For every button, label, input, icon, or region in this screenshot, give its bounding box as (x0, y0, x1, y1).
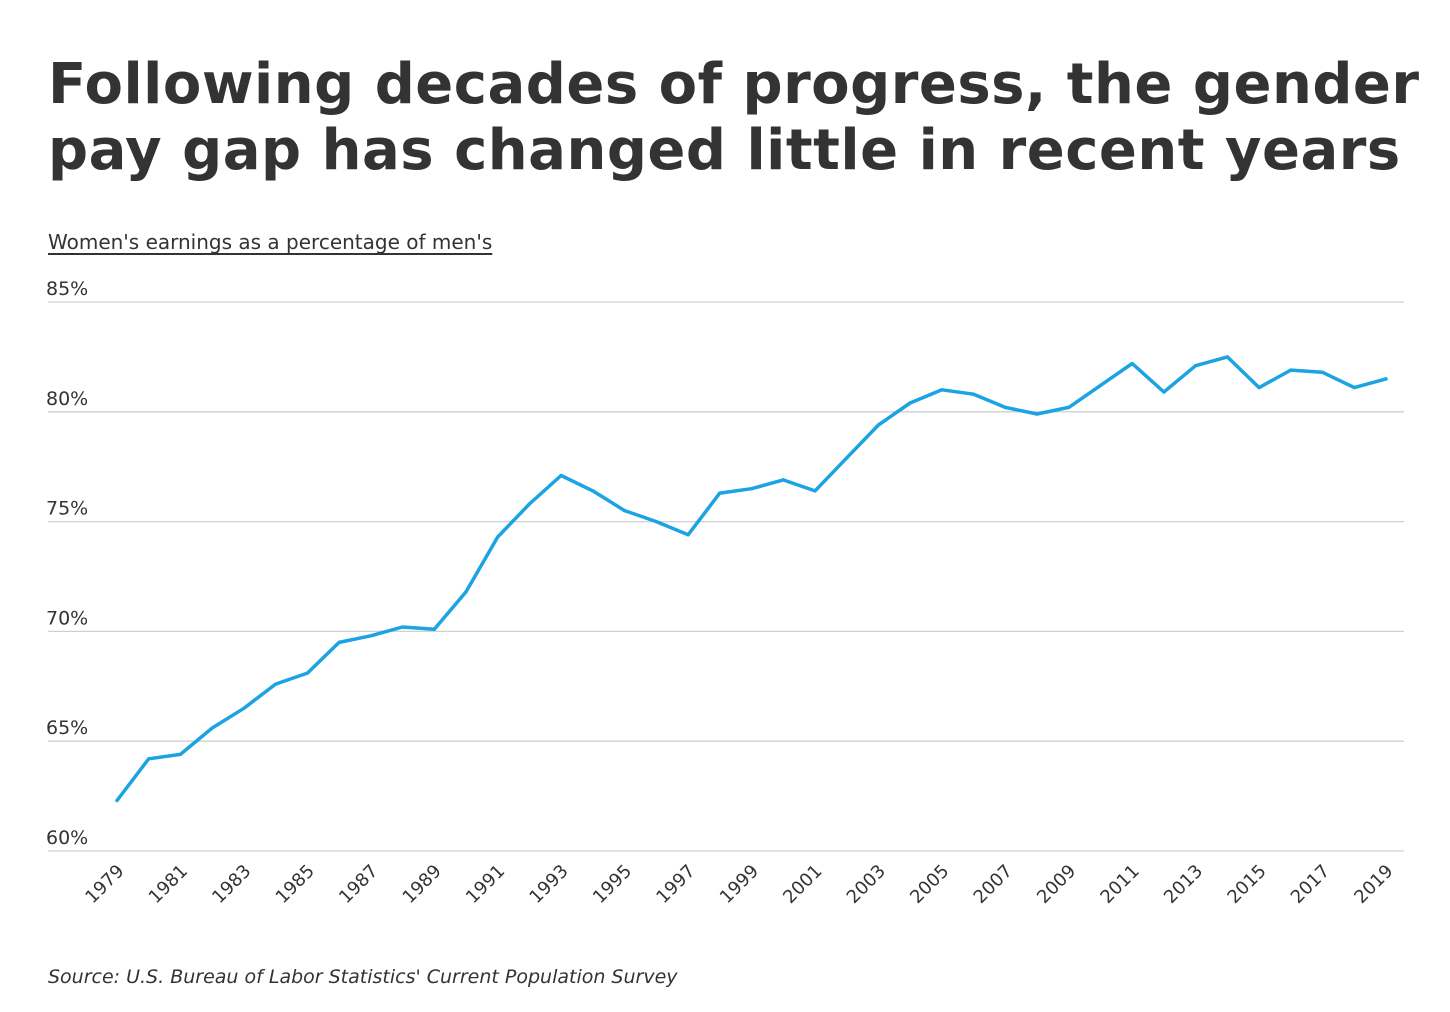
chart-title: Following decades of progress, the gende… (48, 52, 1420, 183)
y-tick-label: 70% (46, 607, 88, 629)
series-layer (115, 355, 1388, 803)
data-point-1981 (178, 752, 183, 756)
data-point-1995 (623, 509, 627, 513)
data-point-1996 (654, 520, 658, 524)
data-point-2010 (1098, 383, 1103, 388)
gridlines (48, 301, 1404, 852)
y-tick-label: 60% (46, 827, 88, 849)
x-tick-label: 1987 (335, 861, 382, 908)
data-point-2018 (1352, 386, 1356, 390)
data-point-2019 (1384, 377, 1388, 381)
data-point-1999 (749, 487, 754, 491)
x-tick-label: 2005 (906, 861, 953, 908)
data-point-1980 (147, 757, 151, 761)
data-point-1985 (305, 671, 309, 675)
data-point-1982 (210, 726, 214, 730)
y-tick-label: 75% (46, 498, 88, 520)
data-point-2000 (781, 478, 785, 482)
data-point-1984 (274, 682, 278, 686)
x-tick-label: 2001 (779, 861, 826, 908)
y-axis-ticks: 60% 65% 70% 75% 80% 85% (46, 278, 88, 849)
data-point-1988 (400, 625, 405, 629)
data-point-2005 (940, 388, 944, 392)
data-point-1987 (369, 634, 373, 638)
data-point-2002 (845, 456, 849, 460)
x-tick-label: 1993 (525, 861, 572, 908)
data-point-1990 (464, 590, 468, 594)
data-point-1979 (115, 798, 119, 803)
data-point-2007 (1003, 405, 1007, 410)
data-point-1993 (559, 473, 563, 478)
data-point-1997 (686, 533, 690, 537)
data-point-1994 (591, 489, 595, 493)
data-point-1983 (242, 706, 246, 710)
series-line-0 (115, 355, 1388, 803)
y-tick-label: 85% (46, 278, 88, 300)
data-point-1992 (527, 502, 532, 506)
data-point-2011 (1130, 361, 1134, 366)
data-point-1991 (496, 535, 500, 539)
x-tick-label: 2015 (1223, 861, 1270, 908)
data-point-2015 (1257, 386, 1261, 390)
x-tick-label: 2009 (1033, 861, 1080, 908)
data-point-1989 (432, 627, 436, 631)
x-tick-label: 1983 (208, 861, 255, 908)
x-tick-label: 2019 (1350, 861, 1397, 908)
data-point-2006 (971, 392, 976, 396)
data-point-2004 (908, 401, 912, 405)
data-point-1998 (718, 491, 722, 495)
x-tick-label: 2013 (1160, 861, 1207, 908)
data-point-2001 (813, 489, 817, 493)
data-point-2009 (1067, 405, 1071, 410)
x-tick-label: 1995 (589, 861, 636, 908)
x-tick-label: 2017 (1287, 861, 1334, 908)
x-axis-ticks: 1979 1981 1983 1985 1987 1989 1991 1993 1995 1997… (81, 861, 1397, 908)
data-point-2016 (1289, 368, 1293, 372)
data-point-2014 (1225, 355, 1229, 359)
data-point-2008 (1035, 412, 1039, 416)
data-point-2003 (876, 423, 881, 427)
x-tick-label: 1985 (272, 861, 319, 908)
x-tick-label: 1999 (716, 861, 763, 908)
data-point-2013 (1194, 364, 1198, 368)
chart-source: Source: U.S. Bureau of Labor Statistics'… (48, 966, 678, 988)
x-tick-label: 1979 (81, 861, 128, 908)
chart-subtitle: Women's earnings as a percentage of men'… (48, 230, 493, 254)
x-tick-label: 1981 (145, 861, 192, 908)
data-point-1986 (337, 640, 341, 644)
x-tick-label: 1997 (652, 861, 699, 908)
data-point-2012 (1162, 390, 1166, 394)
data-point-2017 (1320, 370, 1325, 374)
x-tick-label: 2003 (843, 861, 890, 908)
y-tick-label: 65% (46, 717, 88, 739)
x-tick-label: 2011 (1096, 861, 1143, 908)
line-chart: 60%65%70%75%80%85% 1979 1981 1983 1985 1987 1… (46, 278, 1404, 908)
x-tick-label: 1989 (399, 861, 446, 908)
y-tick-label: 80% (46, 388, 88, 410)
x-tick-label: 2007 (970, 861, 1017, 908)
x-tick-label: 1991 (462, 861, 509, 908)
